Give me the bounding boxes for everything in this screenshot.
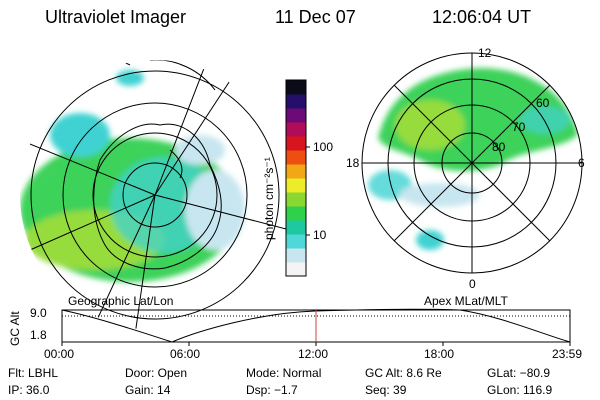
colorbar-segment bbox=[286, 262, 306, 277]
right-panel-caption: Apex MLat/MLT bbox=[424, 294, 508, 308]
mlt-label-6: 6 bbox=[578, 156, 585, 170]
colorbar-segment bbox=[286, 122, 306, 137]
coastline bbox=[93, 123, 222, 270]
apex-image bbox=[361, 52, 583, 274]
colorbar-tick-100: 100 bbox=[313, 140, 334, 154]
geographic-image bbox=[20, 60, 290, 330]
altitude-ytick-high: 9.0 bbox=[30, 306, 47, 320]
info-glat: GLat: −80.9 bbox=[487, 366, 551, 380]
lat-label-60: 60 bbox=[536, 96, 550, 110]
header-time: 12:06:04 UT bbox=[432, 7, 532, 27]
info-filter: Flt: LBHL bbox=[8, 366, 59, 380]
colorbar bbox=[285, 79, 310, 277]
left-panel-caption: Geographic Lat/Lon bbox=[68, 294, 174, 308]
altitude-xtick: 06:00 bbox=[170, 347, 201, 361]
app-title: Ultraviolet Imager bbox=[45, 7, 187, 27]
colorbar-tick-10: 10 bbox=[313, 228, 327, 242]
colorbar-segment bbox=[286, 178, 306, 193]
altitude-plot bbox=[61, 308, 571, 346]
colorbar-unit-label: photon cm⁻²s⁻¹ bbox=[262, 157, 276, 240]
colorbar-segment bbox=[286, 220, 306, 235]
colorbar-segment bbox=[286, 136, 306, 151]
info-ip: IP: 36.0 bbox=[8, 383, 50, 397]
info-door: Door: Open bbox=[125, 366, 188, 380]
lat-label-80: 80 bbox=[492, 140, 506, 154]
colorbar-segment bbox=[286, 248, 306, 263]
altitude-xtick: 00:00 bbox=[44, 347, 75, 361]
colorbar-segment bbox=[286, 108, 306, 123]
info-dsp: Dsp: −1.7 bbox=[246, 383, 298, 397]
header-date: 11 Dec 07 bbox=[275, 7, 356, 27]
altitude-xtick: 23:59 bbox=[552, 347, 583, 361]
colorbar-segment bbox=[286, 150, 306, 165]
altitude-xtick: 12:00 bbox=[298, 347, 329, 361]
altitude-ytick-low: 1.8 bbox=[30, 328, 47, 342]
info-mode: Mode: Normal bbox=[246, 366, 322, 380]
colorbar-segment bbox=[286, 234, 306, 249]
mlt-label-18: 18 bbox=[346, 156, 360, 170]
mlt-label-0: 0 bbox=[469, 277, 476, 291]
info-gc-alt: GC Alt: 8.6 Re bbox=[365, 366, 442, 380]
colorbar-segment bbox=[286, 206, 306, 221]
altitude-xtick: 18:00 bbox=[424, 347, 455, 361]
info-gain: Gain: 14 bbox=[125, 383, 171, 397]
altitude-ylabel: GC Alt bbox=[8, 311, 22, 346]
info-glon: GLon: 116.9 bbox=[487, 383, 553, 397]
altitude-curve bbox=[61, 308, 571, 343]
mlt-label-12: 12 bbox=[478, 46, 492, 60]
colorbar-segment bbox=[286, 94, 306, 109]
colorbar-segment bbox=[286, 164, 306, 179]
lat-label-70: 70 bbox=[512, 120, 526, 134]
colorbar-segment bbox=[286, 80, 306, 95]
colorbar-segment bbox=[286, 192, 306, 207]
info-seq: Seq: 39 bbox=[365, 383, 407, 397]
